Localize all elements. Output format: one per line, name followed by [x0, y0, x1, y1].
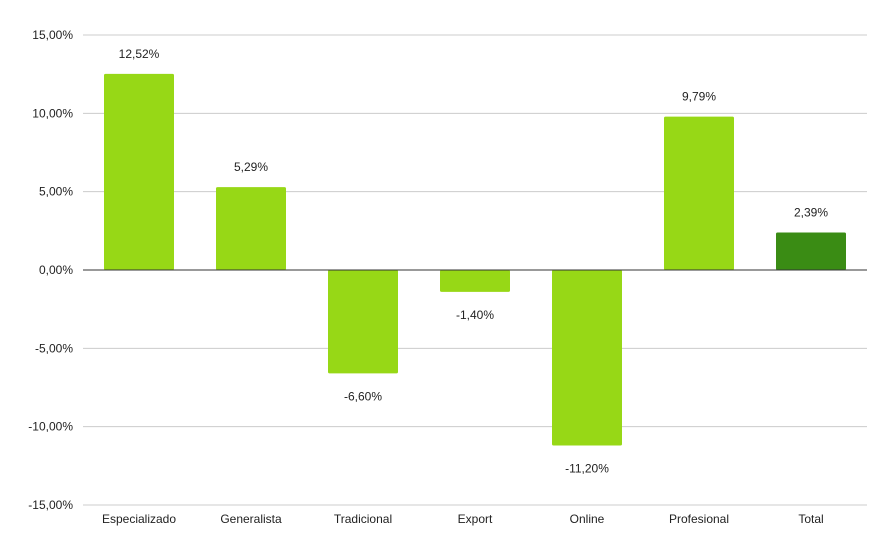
bars [104, 73, 846, 446]
category-label: Tradicional [334, 512, 392, 526]
y-tick-label: 10,00% [32, 106, 73, 120]
y-tick-label: 15,00% [32, 28, 73, 42]
y-axis-tick-labels: 15,00% 10,00% 5,00% 0,00% -5,00% -10,00% -15,0… [28, 28, 73, 512]
data-label: 9,79% [682, 90, 716, 104]
category-label: Export [458, 512, 493, 526]
y-tick-label: -10,00% [28, 420, 73, 434]
bar-especializado [104, 73, 174, 270]
data-label: 12,52% [119, 47, 160, 61]
category-label: Especializado [102, 512, 176, 526]
category-label: Profesional [669, 512, 729, 526]
category-label: Total [798, 512, 823, 526]
category-label: Generalista [220, 512, 282, 526]
data-label: -6,60% [344, 389, 382, 403]
data-label: -1,40% [456, 308, 494, 322]
bar-generalista [216, 187, 286, 270]
data-label: 2,39% [794, 206, 828, 220]
y-tick-label: -15,00% [28, 498, 73, 512]
data-label: -11,20% [565, 461, 609, 475]
bar-tradicional [328, 270, 398, 374]
y-tick-label: -5,00% [35, 341, 73, 355]
y-tick-label: 5,00% [39, 185, 73, 199]
gridlines [83, 34, 867, 506]
data-label: 5,29% [234, 160, 268, 174]
bar-profesional [664, 116, 734, 270]
bar-online [552, 270, 622, 446]
y-tick-label: 0,00% [39, 263, 73, 277]
data-labels: 12,52% 5,29% -6,60% -1,40% -11,20% 9,79% 2,39% [119, 47, 829, 476]
bar-export [440, 270, 510, 292]
x-axis-category-labels: Especializado Generalista Tradicional Expor… [102, 512, 824, 526]
bar-total [776, 232, 846, 270]
category-label: Online [570, 512, 605, 526]
